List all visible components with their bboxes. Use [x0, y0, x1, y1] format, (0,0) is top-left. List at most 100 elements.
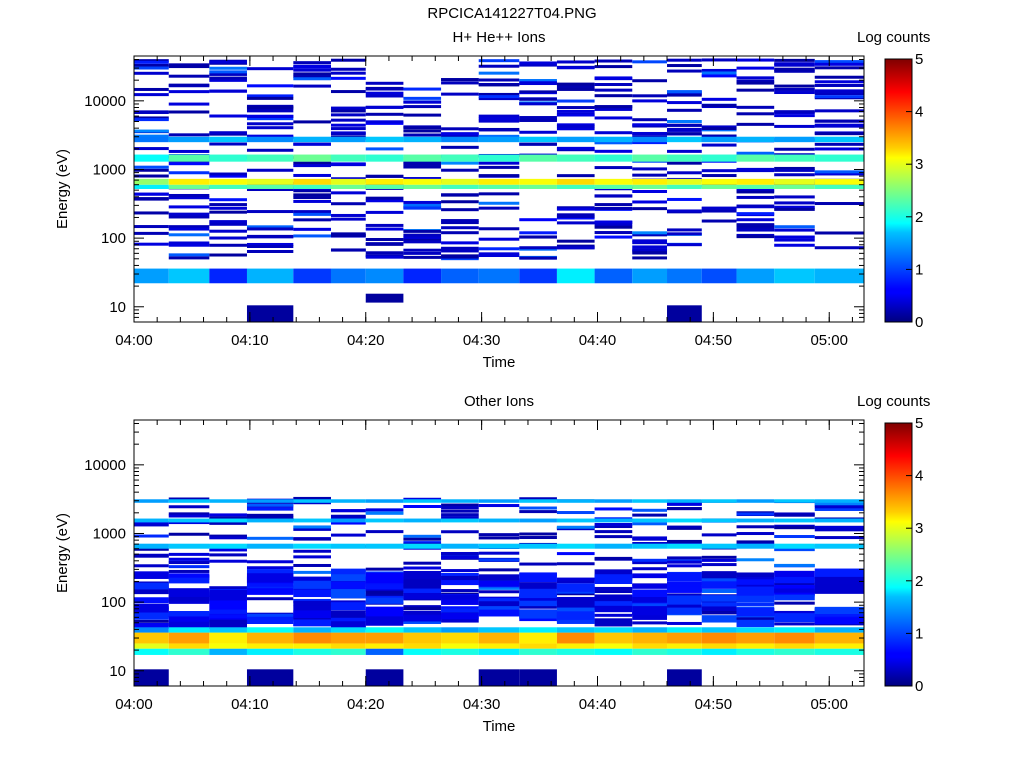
heatmap-cell [632, 241, 668, 245]
heatmap-cell [330, 154, 366, 162]
heatmap-cell [774, 136, 815, 143]
heatmap-cell [632, 522, 668, 526]
heatmap-cell [441, 255, 479, 259]
heatmap-cell [168, 557, 210, 561]
heatmap-cell [667, 101, 702, 105]
heatmap-cell [667, 149, 702, 153]
heatmap-cell [330, 106, 366, 110]
heatmap-cell [365, 643, 404, 649]
heatmap-cell [330, 568, 366, 580]
heatmap-cell [701, 136, 737, 143]
heatmap-cell [441, 499, 479, 503]
heatmap-cell [594, 231, 633, 235]
heatmap-cell [168, 532, 210, 536]
heatmap-cell [293, 610, 331, 619]
x-tick-label: 04:10 [231, 332, 269, 349]
heatmap-cell [365, 196, 404, 200]
heatmap-cell [556, 525, 595, 529]
heatmap-cell [701, 555, 737, 559]
heatmap-cell [441, 575, 479, 584]
heatmap-cell [209, 60, 247, 64]
heatmap-cell [441, 193, 479, 197]
heatmap-cell [209, 589, 247, 601]
heatmap-cell [594, 136, 633, 143]
heatmap-cell [330, 191, 366, 195]
heatmap-cell [168, 621, 210, 630]
heatmap-cell [519, 605, 557, 609]
plot-frame-1 [133, 419, 865, 687]
heatmap-cell [774, 563, 815, 567]
heatmap-cell [246, 242, 294, 246]
heatmap-cell [701, 611, 737, 615]
heatmap-cell [134, 554, 169, 558]
y-tick-label: 1000 [93, 161, 126, 178]
heatmap-cell [209, 198, 247, 202]
heatmap-cell [701, 632, 737, 644]
heatmap-cell [774, 58, 815, 62]
heatmap-cell [168, 632, 210, 644]
heatmap-cell [478, 201, 520, 205]
heatmap-cell [403, 129, 442, 133]
heatmap-cell [365, 121, 404, 125]
heatmap-cell [519, 79, 557, 83]
heatmap-cell [519, 130, 557, 134]
heatmap-cell [478, 543, 520, 549]
heatmap-cell [134, 643, 169, 649]
heatmap-cell [519, 63, 557, 67]
heatmap-cell [814, 154, 864, 162]
heatmap-cell [209, 210, 247, 214]
heatmap-cell [736, 648, 775, 655]
heatmap-cell [701, 127, 737, 131]
heatmap-cell [168, 102, 210, 106]
heatmap-cell [774, 207, 815, 211]
heatmap-cell [246, 585, 294, 595]
heatmap-cell [736, 558, 775, 562]
heatmap-cell [134, 632, 169, 644]
heatmap-cell [209, 499, 247, 503]
heatmap-cell [519, 632, 557, 644]
heatmap-cell [246, 669, 294, 686]
heatmap-cell [478, 119, 520, 123]
heatmap-cell [403, 87, 442, 91]
heatmap-cell [667, 648, 702, 655]
x-axis-label: Time [483, 354, 516, 371]
heatmap-cell [556, 99, 595, 103]
y-tick-label: 1000 [93, 525, 126, 542]
heatmap-cell [519, 61, 557, 65]
heatmap-cell [736, 223, 775, 227]
heatmap-cell [168, 136, 210, 143]
heatmap-cell [632, 518, 668, 523]
heatmap-cell [134, 597, 169, 604]
heatmap-cell [701, 143, 737, 147]
heatmap-cell [519, 268, 557, 284]
heatmap-cell [246, 632, 294, 644]
heatmap-cell [594, 499, 633, 503]
heatmap-cell [209, 222, 247, 226]
heatmap-cell [667, 607, 702, 615]
heatmap-cell [632, 99, 668, 103]
heatmap-cell [736, 190, 775, 194]
heatmap-cell [478, 59, 520, 63]
heatmap-cell [246, 536, 294, 540]
heatmap-cell [403, 541, 442, 545]
heatmap-cell [134, 231, 169, 235]
heatmap-cell [246, 234, 294, 238]
heatmap-cell [365, 572, 404, 584]
heatmap-cell [365, 242, 404, 246]
heatmap-cell [441, 556, 479, 560]
heatmap-cell [667, 209, 702, 213]
heatmap-cell [774, 225, 815, 229]
heatmap-cell [519, 256, 557, 260]
heatmap-cell [168, 253, 210, 257]
heatmap-cell [403, 236, 442, 240]
heatmap-cell [478, 237, 520, 241]
heatmap-cell [814, 584, 864, 594]
heatmap-cell [209, 203, 247, 207]
heatmap-cell [632, 536, 668, 540]
heatmap-cell [736, 136, 775, 143]
heatmap-cell [736, 607, 775, 617]
heatmap-cell [632, 60, 668, 64]
colorbar-tick-label: 3 [915, 520, 923, 537]
heatmap-cell [736, 167, 775, 171]
heatmap-cell [134, 534, 169, 538]
